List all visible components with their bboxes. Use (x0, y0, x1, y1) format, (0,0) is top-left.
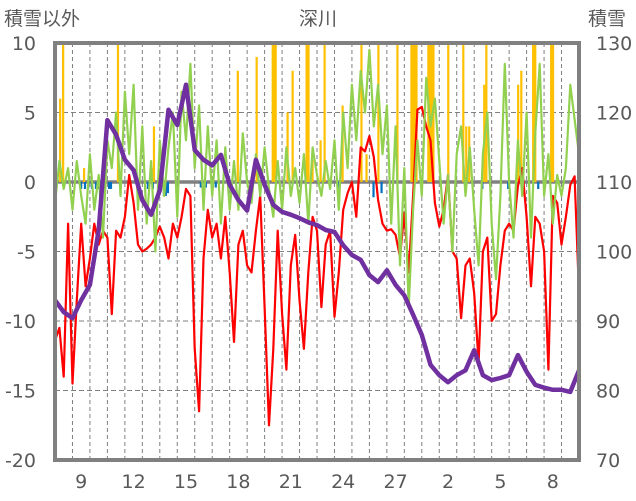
orange-bar (323, 43, 326, 182)
right-tick-label: 80 (596, 381, 620, 403)
blue-bar (109, 182, 113, 189)
blue-bar (372, 182, 375, 198)
orange-bar (517, 84, 520, 182)
orange-bar (396, 43, 399, 182)
left-tick-label: 5 (24, 103, 36, 125)
x-tick-label: 8 (547, 471, 559, 493)
orange-bar (520, 70, 523, 182)
left-tick-label: 10 (12, 33, 36, 55)
blue-bar (380, 182, 383, 194)
x-tick-label: 15 (174, 471, 198, 493)
blue-bar (83, 182, 87, 189)
line-series (53, 48, 582, 427)
x-tick-label: 9 (75, 471, 87, 493)
x-tick-label: 18 (226, 471, 250, 493)
red-series-line (53, 105, 581, 427)
x-tick-label: 24 (331, 471, 355, 493)
blue-bar (199, 182, 202, 188)
blue-bar (94, 182, 98, 189)
orange-bar (271, 43, 274, 182)
x-tick-label: 21 (279, 471, 303, 493)
orange-bar (286, 112, 289, 182)
orange-bar (360, 43, 363, 182)
orange-bar (465, 126, 468, 182)
blue-bar (214, 182, 217, 188)
right-tick-label: 70 (596, 450, 620, 472)
orange-bar (291, 70, 294, 182)
orange-bar (410, 43, 413, 182)
orange-bar (411, 43, 415, 182)
orange-bar (255, 56, 258, 182)
orange-bar (62, 43, 65, 182)
blue-bar (107, 182, 111, 189)
right-tick-label: 120 (596, 103, 632, 125)
x-tick-label: 27 (384, 471, 408, 493)
orange-bar (311, 159, 314, 182)
right-axis-label: 積雪 (588, 8, 626, 30)
orange-bar (551, 43, 555, 182)
orange-bar (116, 43, 120, 182)
blue-bar (337, 182, 340, 191)
orange-bar (377, 43, 380, 182)
orange-bar (59, 98, 62, 182)
orange-bar (307, 43, 310, 182)
left-tick-label: -15 (5, 381, 36, 403)
orange-bar (430, 43, 433, 182)
left-axis-label: 積雪以外 (4, 8, 80, 30)
right-tick-label: 90 (596, 311, 620, 333)
left-tick-label: 0 (24, 172, 36, 194)
orange-bar (236, 70, 239, 182)
blue-bar (166, 182, 170, 194)
orange-bar (319, 140, 322, 182)
right-tick-label: 100 (596, 242, 632, 264)
orange-bar (534, 43, 537, 182)
x-tick-label: 2 (442, 471, 454, 493)
plot-frame (53, 41, 581, 462)
right-tick-label: 130 (596, 33, 632, 55)
orange-bar (82, 168, 86, 182)
orange-bar (447, 43, 450, 182)
tick-labels: 10 5 0 -5 -10 -15 -20 130 120 110 100 90 80 70 9 12 15 18… (5, 33, 632, 493)
blue-bar (537, 182, 540, 189)
blue-bar (146, 182, 149, 189)
left-tick-label: -10 (5, 311, 36, 333)
x-tick-label: 12 (122, 471, 146, 493)
x-tick-label: 5 (494, 471, 506, 493)
left-tick-label: -5 (17, 242, 36, 264)
blue-bar (80, 182, 83, 189)
chart-title: 深川 (299, 8, 337, 30)
orange-bar (273, 43, 276, 182)
green-series-line (53, 48, 581, 309)
orange-bar (365, 154, 368, 182)
blue-bar (507, 182, 510, 189)
orange-bar (413, 43, 416, 182)
orange-bar (274, 43, 277, 182)
orange-bar (152, 126, 156, 182)
left-tick-label: -20 (5, 450, 36, 472)
right-tick-label: 110 (596, 172, 632, 194)
purple-series-line (53, 82, 582, 395)
orange-bar (462, 43, 465, 182)
